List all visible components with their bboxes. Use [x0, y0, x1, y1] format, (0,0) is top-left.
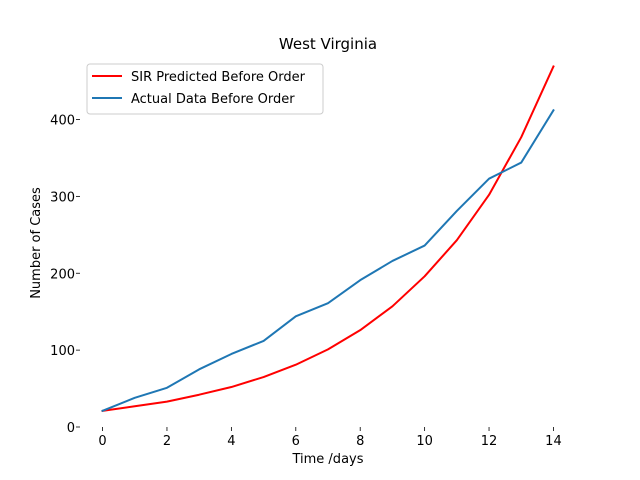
- plot-area: [101, 65, 555, 413]
- x-axis-ticks: 0 2 4 6 8 10 12 14: [98, 427, 562, 449]
- series-line-2: [101, 108, 555, 413]
- y-axis-label: Number of Cases: [29, 187, 44, 299]
- legend-label-1: SIR Predicted Before Order: [131, 70, 306, 85]
- x-tick-label: 14: [545, 434, 562, 449]
- y-axis-ticks: 0 100 200 300 400: [50, 114, 80, 436]
- series-line-1: [101, 65, 555, 412]
- chart-title: West Virginia: [279, 35, 377, 53]
- x-axis-label: Time /days: [291, 452, 363, 467]
- x-tick-label: 6: [292, 434, 300, 449]
- x-tick-label: 12: [481, 434, 498, 449]
- y-tick-label: 0: [67, 421, 75, 436]
- x-tick-label: 10: [416, 434, 433, 449]
- x-tick-label: 4: [227, 434, 235, 449]
- x-tick-label: 2: [163, 434, 171, 449]
- y-tick-label: 100: [50, 344, 75, 359]
- y-tick-label: 400: [50, 114, 75, 129]
- y-tick-label: 200: [50, 267, 75, 282]
- legend-frame: [86, 63, 324, 115]
- x-tick-label: 0: [98, 434, 106, 449]
- legend-label-2: Actual Data Before Order: [131, 92, 295, 107]
- y-tick-label: 300: [50, 190, 75, 205]
- x-tick-label: 8: [356, 434, 364, 449]
- legend: SIR Predicted Before Order Actual Data Be…: [86, 63, 324, 115]
